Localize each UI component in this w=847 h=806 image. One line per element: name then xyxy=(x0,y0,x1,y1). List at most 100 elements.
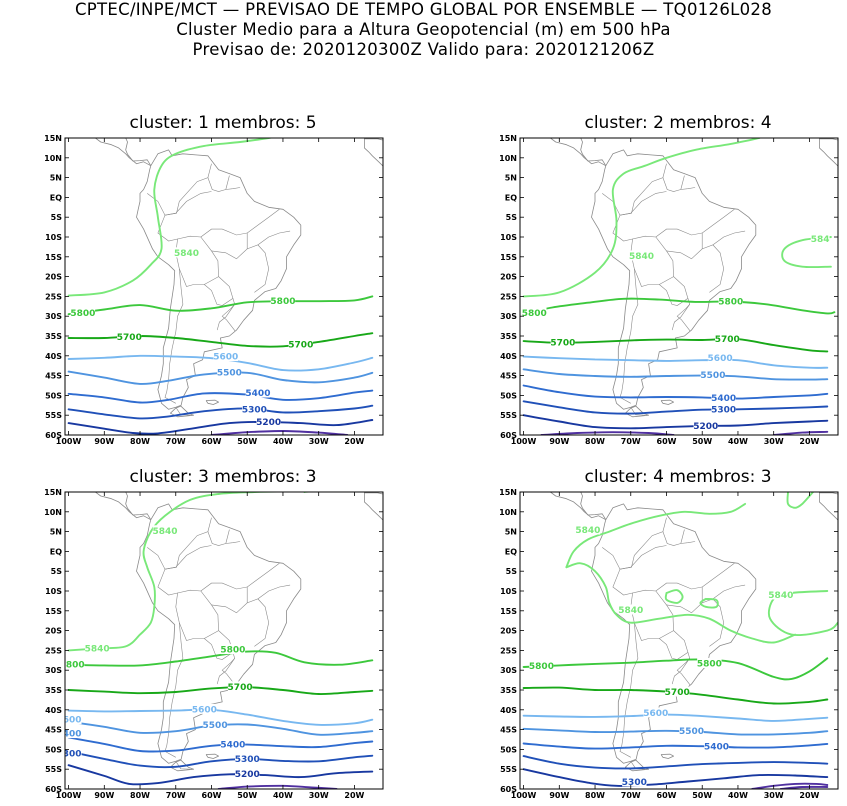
lat-label: 15S xyxy=(45,253,62,262)
contour-label-5400: 5400 xyxy=(704,743,729,753)
lon-label: 90W xyxy=(549,791,569,800)
contour-label-bg xyxy=(622,776,647,787)
contour-5400 xyxy=(522,384,829,400)
country-border xyxy=(701,563,735,603)
lat-label: 15N xyxy=(499,488,517,497)
country-border xyxy=(701,209,735,249)
contour-5840 xyxy=(303,492,315,493)
contour-label-bg xyxy=(768,589,794,600)
contour-label-5800: 5800 xyxy=(220,646,245,656)
lon-label: 40W xyxy=(728,437,748,446)
lon-label: 90W xyxy=(549,437,569,446)
country-border xyxy=(602,547,642,570)
contour-5400 xyxy=(67,389,374,404)
lat-label: EQ xyxy=(50,547,62,556)
country-border xyxy=(186,163,212,194)
contour-label-bg xyxy=(152,525,178,536)
country-border xyxy=(211,598,270,647)
lat-label: 5S xyxy=(506,213,518,222)
panel-2-title: cluster: 2 membros: 4 xyxy=(584,113,772,133)
contour-5800 xyxy=(522,657,829,681)
contour-label-bg xyxy=(213,351,238,362)
contour-label-5800: 5800 xyxy=(718,298,743,308)
lon-label: 60W xyxy=(657,791,677,800)
country-border xyxy=(177,589,219,641)
map-panel-cluster-3: 5840584058005800570060056004005500540030… xyxy=(44,488,384,800)
country-border xyxy=(147,547,187,570)
contour-label-bg xyxy=(715,333,740,344)
country-border xyxy=(216,652,236,685)
contour-label-bg xyxy=(707,352,733,363)
contour-label-5800: 5800 xyxy=(270,297,295,307)
lat-label: 40S xyxy=(45,352,62,361)
lat-label: 60S xyxy=(500,785,517,794)
contour-5100 xyxy=(751,782,829,789)
lat-label: 10N xyxy=(44,154,62,163)
contour-label-5500: 5500 xyxy=(203,721,228,731)
falkland-islands xyxy=(205,399,219,405)
lon-label: 80W xyxy=(585,791,605,800)
contour-label-5300: 300 xyxy=(63,749,82,759)
contour-5500 xyxy=(67,720,374,736)
contour-label-5800: 5800 xyxy=(529,662,554,672)
map-frame xyxy=(64,137,384,436)
country-border xyxy=(221,658,236,686)
country-border xyxy=(164,545,212,570)
contour-label-5800: 5800 xyxy=(697,659,722,669)
contour-label-5200: 5200 xyxy=(256,418,281,428)
country-border xyxy=(641,163,667,194)
lat-label: 40S xyxy=(500,706,517,715)
contour-5840 xyxy=(565,502,747,569)
contour-label-5840: 5840 xyxy=(575,526,600,536)
contour-5840 xyxy=(67,492,285,652)
contour-label-bg xyxy=(220,738,246,749)
country-border xyxy=(257,230,291,246)
country-border xyxy=(676,658,691,686)
contour-label-5400: 5400 xyxy=(245,389,270,399)
contour-label-bg xyxy=(65,659,85,670)
contour-label-bg xyxy=(629,250,654,261)
contour-label-5300: 5300 xyxy=(711,406,736,416)
tierra-del-fuego xyxy=(170,759,194,772)
contour-label-bg xyxy=(288,339,314,350)
country-border xyxy=(157,569,180,623)
contour-label-5800: 5800 xyxy=(70,309,95,319)
country-border xyxy=(630,407,646,416)
country-border xyxy=(666,244,725,293)
header-subtitle: Cluster Medio para a Altura Geopotencial… xyxy=(176,20,671,39)
contour-label-5700: 5700 xyxy=(117,333,142,343)
lat-label: 15N xyxy=(499,134,517,143)
country-border xyxy=(221,304,236,332)
contour-label-bg xyxy=(711,392,736,403)
lat-label: EQ xyxy=(505,193,517,202)
contour-label-5500: 5500 xyxy=(679,727,704,737)
map-frame xyxy=(519,137,839,436)
lat-label: 10S xyxy=(500,587,517,596)
lon-label: 40W xyxy=(273,437,293,446)
coastline-central-america-caribbean xyxy=(579,138,607,166)
falkland-islands xyxy=(205,753,219,759)
lat-label: 30S xyxy=(500,666,517,675)
contour-5200 xyxy=(522,414,829,430)
lon-label: 70W xyxy=(166,437,186,446)
lat-label: 55S xyxy=(500,765,517,774)
contour-label-bg xyxy=(65,747,82,758)
country-border xyxy=(676,304,691,332)
lat-label: 15N xyxy=(44,488,62,497)
lat-label: 10S xyxy=(500,233,517,242)
lat-label: 5S xyxy=(506,567,518,576)
contour-label-5840: 5840 xyxy=(618,606,643,616)
country-border xyxy=(602,193,642,216)
coastline-central-america-caribbean xyxy=(579,492,607,520)
contour-5600 xyxy=(522,355,829,369)
lat-label: 5N xyxy=(50,528,62,537)
lon-label: 30W xyxy=(309,791,329,800)
map-panel-cluster-2: 5840 584 5800 5800 5700 5700 5600 5500 5400 5300 5… xyxy=(499,134,839,446)
contour-5100 xyxy=(772,430,829,435)
contour-5400 xyxy=(522,742,829,750)
lon-label: 50W xyxy=(692,791,712,800)
contour-5300 xyxy=(522,400,829,415)
contour-5800 xyxy=(522,297,836,315)
contour-label-5700: 5700 xyxy=(665,688,690,698)
lon-label: 70W xyxy=(166,791,186,800)
